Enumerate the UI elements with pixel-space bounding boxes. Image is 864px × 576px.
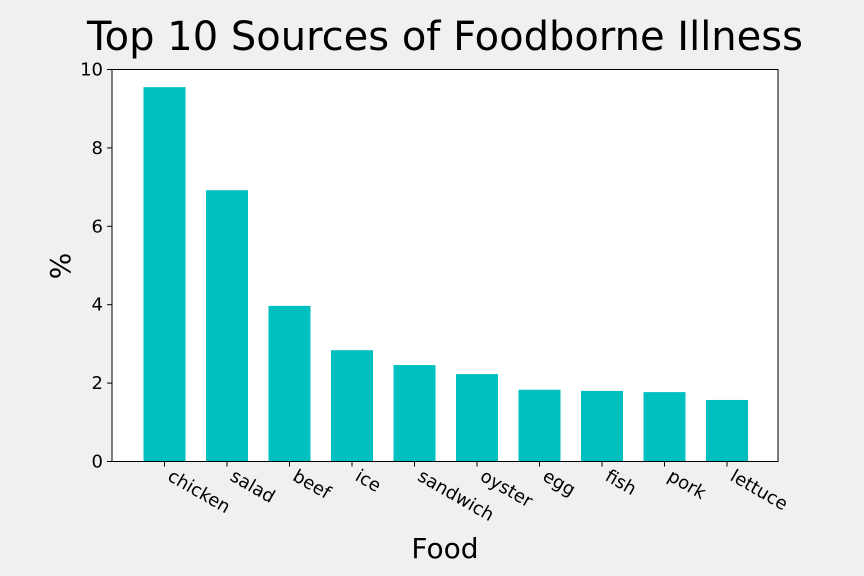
y-tick-label: 8 — [92, 138, 103, 159]
bar-pork — [643, 392, 686, 462]
y-tick-label: 4 — [92, 295, 103, 316]
y-tick-label: 10 — [80, 60, 103, 81]
bar-beef — [268, 305, 311, 462]
bar-sandwich — [393, 365, 436, 462]
y-tick-label: 2 — [92, 373, 103, 394]
plot-frame — [111, 69, 779, 462]
bar-ice — [331, 350, 373, 462]
y-tick-label: 6 — [92, 216, 103, 237]
chart-title: Top 10 Sources of Foodborne Illness — [86, 14, 803, 60]
bars-group — [143, 87, 748, 462]
bar-salad — [206, 190, 248, 462]
y-tick-label: 0 — [92, 452, 103, 473]
y-axis-label: % — [44, 253, 77, 280]
x-axis-label: Food — [411, 532, 478, 565]
bar-lettuce — [706, 399, 748, 462]
bar-oyster — [456, 374, 498, 462]
y-axis: 0 2 4 6 8 10 — [80, 60, 112, 473]
bar-chicken — [143, 87, 186, 462]
bar-fish — [581, 390, 623, 462]
bar-egg — [518, 389, 561, 462]
